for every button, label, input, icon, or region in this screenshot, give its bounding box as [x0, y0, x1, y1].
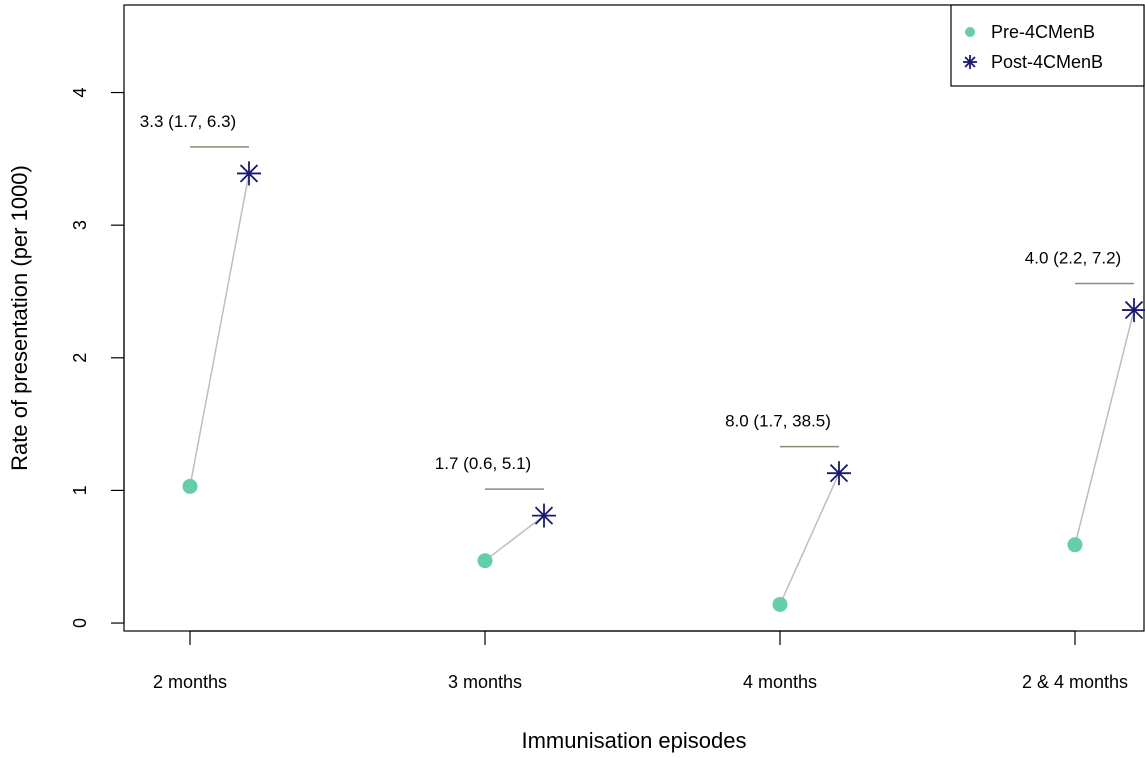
annotation-label: 8.0 (1.7, 38.5) [725, 412, 831, 431]
y-tick-label: 4 [70, 88, 90, 98]
connector-line [484, 515, 545, 562]
legend-pre-marker [965, 27, 975, 37]
pre-point [182, 478, 198, 494]
plot-frame [123, 4, 1145, 632]
pre-point [772, 596, 788, 612]
y-tick-label: 2 [70, 353, 90, 363]
y-tick-label: 0 [70, 618, 90, 628]
post-point [532, 503, 556, 528]
pre-point [1067, 537, 1083, 553]
y-axis-title: Rate of presentation (per 1000) [7, 165, 32, 471]
x-tick-label: 2 & 4 months [1022, 672, 1128, 692]
annotation-label: 1.7 (0.6, 5.1) [435, 454, 531, 473]
annotation-label: 4.0 (2.2, 7.2) [1025, 249, 1121, 268]
post-point [827, 461, 851, 486]
legend-post-asterisk [963, 55, 977, 69]
annotation-label: 3.3 (1.7, 6.3) [140, 112, 236, 131]
legend: Pre-4CMenB Post-4CMenB [950, 4, 1145, 87]
pre-point [477, 553, 493, 569]
post-point [1122, 298, 1145, 323]
connector-line [189, 173, 250, 487]
x-axis: 2 months 3 months 4 months 2 & 4 months [153, 630, 1128, 692]
y-axis: 0 1 2 3 4 [70, 88, 125, 628]
post-point [237, 161, 261, 186]
y-tick-label: 1 [70, 485, 90, 495]
legend-pre-label: Pre-4CMenB [991, 22, 1095, 42]
ratio-annotations: 3.3 (1.7, 6.3) 1.7 (0.6, 5.1) 8.0 (1.7, 38… [140, 112, 1134, 490]
x-tick-label: 3 months [448, 672, 522, 692]
legend-box [950, 4, 1145, 87]
legend-post-marker [963, 55, 977, 69]
x-tick-label: 2 months [153, 672, 227, 692]
connector-lines [189, 173, 1135, 605]
y-tick-label: 3 [70, 220, 90, 230]
legend-post-label: Post-4CMenB [991, 52, 1103, 72]
x-axis-title: Immunisation episodes [521, 728, 746, 753]
connector-line [779, 472, 840, 605]
connector-line [1074, 309, 1135, 545]
x-tick-label: 4 months [743, 672, 817, 692]
data-points [182, 161, 1145, 612]
